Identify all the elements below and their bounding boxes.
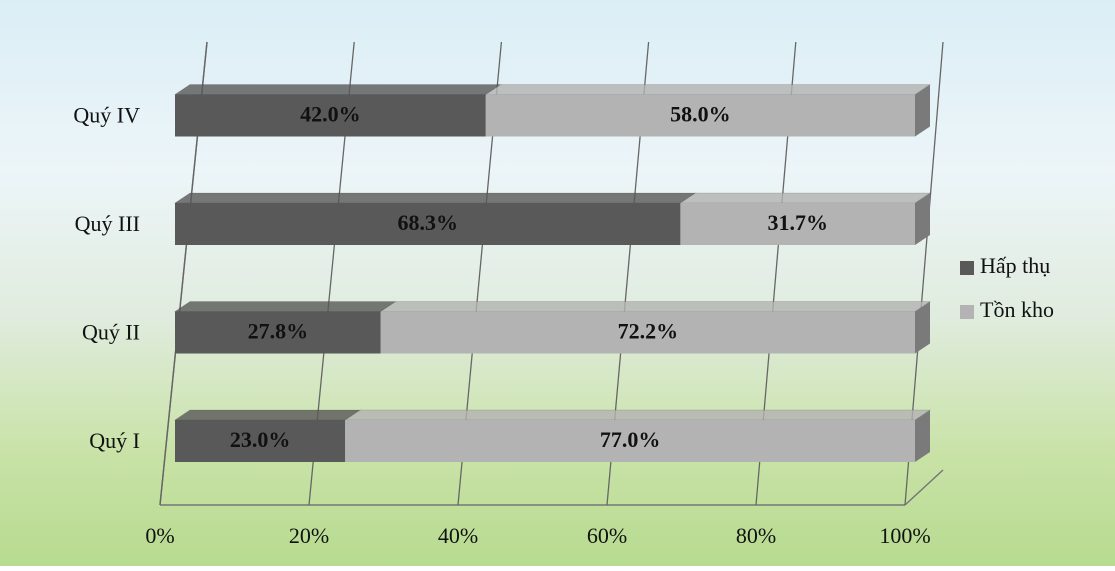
x-tick-label: 40%: [438, 523, 478, 548]
data-label: 77.0%: [600, 427, 661, 452]
bar-top: [175, 410, 360, 420]
x-tick-label: 60%: [587, 523, 627, 548]
data-label: 58.0%: [670, 102, 731, 127]
legend-label: Hấp thụ: [980, 253, 1050, 278]
bar-top: [175, 193, 695, 203]
bar-top: [175, 302, 396, 312]
data-label: 23.0%: [230, 427, 291, 452]
x-tick-label: 100%: [879, 523, 930, 548]
data-label: 68.3%: [397, 210, 458, 235]
y-tick-label: Quý I: [89, 428, 140, 453]
x-tick-label: 0%: [145, 523, 174, 548]
x-tick-label: 80%: [736, 523, 776, 548]
legend-label: Tồn kho: [980, 297, 1054, 322]
bar-top: [175, 85, 501, 95]
y-tick-label: Quý III: [75, 211, 140, 236]
bar-top: [345, 410, 930, 420]
y-tick-label: Quý II: [82, 320, 140, 345]
legend-swatch: [960, 261, 974, 275]
bar-top: [680, 193, 930, 203]
bar-top: [486, 85, 930, 95]
x-tick-label: 20%: [289, 523, 329, 548]
data-label: 72.2%: [618, 319, 679, 344]
data-label: 31.7%: [767, 210, 828, 235]
y-tick-label: Quý IV: [73, 103, 140, 128]
chart: 0% 20% 40% 60% 80% 100% Quý I 23.0% 77.0% Quý II 2…: [0, 0, 1115, 566]
page: 0% 20% 40% 60% 80% 100% Quý I 23.0% 77.0% Quý II 2…: [0, 0, 1115, 566]
data-label: 42.0%: [300, 102, 361, 127]
legend-swatch: [960, 305, 974, 319]
data-label: 27.8%: [248, 319, 309, 344]
bar-top: [381, 302, 930, 312]
